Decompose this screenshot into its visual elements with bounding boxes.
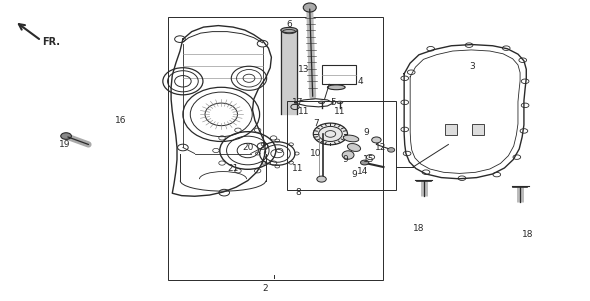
Text: 4: 4 [357, 77, 363, 86]
Ellipse shape [360, 160, 369, 165]
Text: 8: 8 [295, 188, 301, 197]
Ellipse shape [317, 176, 326, 182]
Text: 16: 16 [115, 116, 127, 125]
Text: 5: 5 [330, 98, 336, 107]
Text: 9: 9 [363, 128, 369, 137]
Text: 9: 9 [351, 170, 357, 179]
Ellipse shape [281, 27, 297, 33]
Text: 18: 18 [413, 224, 425, 233]
Ellipse shape [327, 85, 345, 90]
Ellipse shape [337, 101, 343, 104]
Text: 18: 18 [522, 230, 534, 239]
Ellipse shape [303, 3, 316, 12]
Ellipse shape [342, 151, 354, 159]
Text: 7: 7 [313, 119, 319, 128]
Text: 19: 19 [59, 140, 71, 149]
Text: 12: 12 [375, 143, 386, 152]
Ellipse shape [313, 123, 348, 145]
Ellipse shape [343, 135, 359, 142]
Bar [168, 17, 384, 280]
Text: 11: 11 [298, 107, 310, 116]
Bar [322, 65, 356, 84]
Bar [445, 124, 457, 135]
Text: 11: 11 [292, 164, 304, 173]
Ellipse shape [388, 148, 395, 152]
Bar [472, 124, 484, 135]
Text: 15: 15 [363, 155, 375, 164]
Text: FR.: FR. [42, 37, 60, 47]
Text: 3: 3 [469, 62, 475, 71]
Text: 10: 10 [310, 149, 322, 158]
Bar [287, 101, 396, 190]
Text: 20: 20 [242, 143, 254, 152]
Text: 14: 14 [357, 167, 369, 176]
Ellipse shape [372, 137, 381, 143]
Text: 21: 21 [227, 164, 239, 173]
Text: 13: 13 [298, 65, 310, 74]
Text: 17: 17 [292, 98, 304, 107]
Ellipse shape [348, 144, 360, 151]
Text: 11: 11 [333, 107, 345, 116]
Ellipse shape [61, 133, 71, 139]
Ellipse shape [319, 101, 324, 104]
Text: 2: 2 [263, 284, 268, 293]
Text: 6: 6 [286, 20, 292, 29]
Text: 9: 9 [342, 155, 348, 164]
